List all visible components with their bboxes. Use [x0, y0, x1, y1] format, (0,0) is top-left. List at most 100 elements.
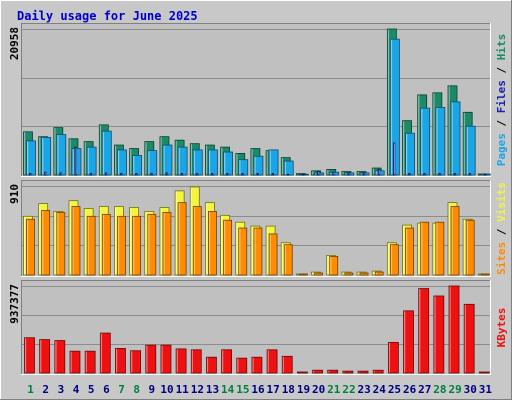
bar-kbytes-day-12-highlight: [191, 350, 193, 373]
bar-files-day-3: [56, 134, 67, 176]
bar-kbytes-day-15-highlight: [237, 358, 239, 373]
legend-hits: Hits: [495, 34, 508, 61]
bar-pages-day-28: [438, 173, 441, 176]
bar-kbytes-day-27-highlight: [419, 289, 421, 373]
bar-kbytes-day-4-body: [69, 350, 81, 374]
bar-kbytes-day-8: [130, 350, 142, 374]
bar-sites-day-7-highlight: [117, 216, 120, 275]
day-labels: 1 2 3 4 5 6 7 8 9 10 11 12 13 14 15 16 17 18 19 20 21 22 23 24 2…: [27, 383, 492, 396]
bar-visits-day-17-highlight: [266, 226, 268, 275]
bar-visits-day-3-highlight: [54, 211, 56, 275]
bar-hits-day-12-highlight: [190, 144, 192, 175]
bar-files-day-3-highlight: [57, 135, 59, 175]
bar-sites-day-20: [314, 272, 323, 276]
bar-visits-day-8-highlight: [130, 208, 132, 275]
bar-sites-day-8: [132, 215, 142, 276]
bar-sites-day-14-highlight: [224, 220, 226, 275]
bar-sites-day-18-body: [283, 244, 293, 276]
panel-requests-legend: Pages / Files / Hits: [495, 34, 508, 167]
day-label-3: 3: [58, 383, 65, 396]
bar-sites-day-20-body: [314, 272, 323, 276]
bar-visits-day-10-highlight: [160, 208, 162, 275]
bar-files-day-28: [435, 107, 446, 176]
bar-sites-day-7-body: [117, 215, 126, 276]
bar-kbytes-day-5: [84, 350, 96, 374]
bar-files-day-30: [465, 125, 476, 176]
bar-files-day-9-highlight: [148, 151, 150, 175]
bar-visits-day-26-highlight: [403, 225, 405, 275]
bar-kbytes-day-20-body: [312, 369, 323, 374]
bar-sites-day-11-highlight: [178, 203, 180, 275]
legend-files: Files: [495, 80, 508, 113]
bar-sites-day-22: [344, 272, 354, 276]
bar-files-day-17-highlight: [269, 150, 271, 175]
panel-requests-max-label: 20958: [8, 27, 21, 60]
bar-hits-day-16-highlight: [251, 149, 253, 175]
bar-kbytes-day-18-body: [281, 355, 293, 374]
bar-kbytes-day-19: [297, 371, 308, 374]
bar-kbytes-day-15-body: [236, 357, 248, 374]
bar-files-day-4-highlight: [72, 149, 74, 175]
bar-hits-day-26-highlight: [403, 121, 405, 175]
bar-sites-day-11: [177, 202, 187, 276]
bar-kbytes-day-31-body: [478, 371, 490, 374]
bar-files-day-11: [177, 146, 188, 176]
bar-sites-day-7: [117, 215, 126, 276]
bar-visits-day-13-highlight: [205, 203, 208, 275]
bar-sites-day-24-body: [374, 271, 384, 276]
bar-sites-day-17-body: [268, 233, 278, 276]
bar-kbytes-day-2: [39, 339, 51, 374]
bar-files-day-15: [238, 159, 249, 176]
bar-kbytes-day-21-body: [327, 369, 339, 374]
bar-kbytes-day-15: [236, 357, 248, 374]
bar-sites-day-29-highlight: [451, 207, 453, 275]
bar-sites-day-13: [208, 211, 217, 276]
bar-files-day-27: [420, 107, 431, 176]
bar-hits-day-21-highlight: [327, 169, 329, 175]
day-label-10: 10: [160, 383, 173, 396]
bar-kbytes-day-3-body: [54, 340, 66, 374]
bar-pages-day-19-body: [302, 173, 305, 176]
bar-hits-day-29-highlight: [448, 86, 450, 175]
chart-title: Daily usage for June 2025: [17, 9, 198, 23]
bar-hits-day-4-highlight: [69, 139, 71, 175]
bar-files-day-26-highlight: [406, 133, 408, 175]
bar-kbytes-day-25: [387, 341, 399, 374]
bar-hits-day-25-highlight: [387, 29, 390, 175]
legend-kbytes: KBytes: [495, 308, 508, 348]
bar-pages-day-27: [423, 173, 426, 176]
bar-files-day-8: [132, 155, 143, 176]
bar-pages-day-9: [150, 173, 153, 176]
panel-visitors: [21, 180, 491, 277]
bar-sites-day-9-highlight: [148, 214, 150, 275]
bar-sites-day-25-body: [389, 244, 399, 276]
bar-sites-day-10-body: [162, 212, 172, 276]
bar-files-day-14-highlight: [224, 152, 226, 175]
bar-visits-day-23-highlight: [357, 272, 359, 275]
bar-sites-day-11-body: [177, 202, 187, 276]
bar-kbytes-day-26-highlight: [404, 311, 406, 373]
bar-pages-day-30: [468, 173, 472, 176]
panel-visitors-legend: Sites / Visits: [495, 182, 508, 275]
bar-hits-day-18-highlight: [281, 158, 283, 175]
bar-pages-day-20: [317, 171, 320, 176]
bar-kbytes-day-8-highlight: [131, 351, 133, 373]
bar-kbytes-day-5-body: [84, 350, 96, 374]
bar-visits-day-14-highlight: [221, 215, 223, 275]
bar-pages-day-26: [408, 173, 411, 176]
bar-kbytes-day-4-highlight: [70, 351, 72, 373]
bar-kbytes-day-27-body: [418, 288, 430, 374]
bar-kbytes-day-13-body: [206, 356, 217, 374]
bar-kbytes-day-28: [433, 295, 445, 374]
bar-pages-day-20-highlight: [318, 172, 320, 175]
bar-hits-day-2-highlight: [39, 137, 41, 175]
bar-pages-day-10: [165, 172, 168, 176]
bar-hits-day-13-highlight: [205, 145, 208, 175]
bar-sites-day-25-highlight: [390, 245, 393, 275]
bar-visits-day-30-highlight: [463, 219, 465, 275]
bar-sites-day-31-body: [480, 273, 490, 276]
bar-hits-day-6-highlight: [99, 125, 102, 175]
day-label-14: 14: [221, 383, 235, 396]
bar-kbytes-day-14: [221, 349, 232, 374]
